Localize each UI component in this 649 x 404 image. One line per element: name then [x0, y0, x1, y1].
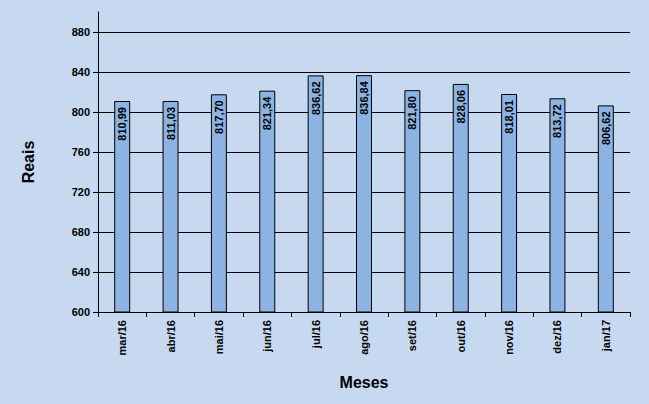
svg-text:840: 840	[72, 66, 90, 78]
svg-text:Meses: Meses	[340, 374, 389, 391]
svg-text:jun/16: jun/16	[261, 320, 273, 353]
svg-text:600: 600	[72, 306, 90, 318]
svg-text:810,99: 810,99	[116, 107, 128, 141]
svg-text:nov/16: nov/16	[503, 320, 515, 355]
svg-text:817,70: 817,70	[213, 100, 225, 134]
svg-text:out/16: out/16	[455, 320, 467, 352]
svg-text:800: 800	[72, 106, 90, 118]
svg-text:set/16: set/16	[406, 320, 418, 351]
svg-text:abr/16: abr/16	[165, 320, 177, 352]
svg-text:mai/16: mai/16	[213, 320, 225, 354]
svg-text:jul/16: jul/16	[310, 320, 322, 349]
svg-text:Reais: Reais	[20, 141, 37, 184]
svg-text:818,01: 818,01	[503, 100, 515, 134]
svg-text:720: 720	[72, 186, 90, 198]
svg-text:ago/16: ago/16	[358, 320, 370, 355]
svg-text:821,34: 821,34	[261, 96, 273, 131]
svg-text:836,84: 836,84	[358, 80, 370, 115]
svg-text:760: 760	[72, 146, 90, 158]
svg-text:mar/16: mar/16	[116, 320, 128, 355]
svg-text:dez/16: dez/16	[551, 320, 563, 354]
svg-text:821,80: 821,80	[406, 96, 418, 130]
svg-text:680: 680	[72, 226, 90, 238]
svg-text:jan/17: jan/17	[600, 320, 612, 352]
svg-text:806,62: 806,62	[600, 111, 612, 145]
svg-text:811,03: 811,03	[165, 107, 177, 140]
svg-text:880: 880	[72, 26, 90, 38]
svg-text:813,72: 813,72	[551, 104, 563, 138]
svg-text:828,06: 828,06	[455, 90, 467, 124]
svg-text:640: 640	[72, 266, 90, 278]
svg-text:836,62: 836,62	[310, 81, 322, 115]
